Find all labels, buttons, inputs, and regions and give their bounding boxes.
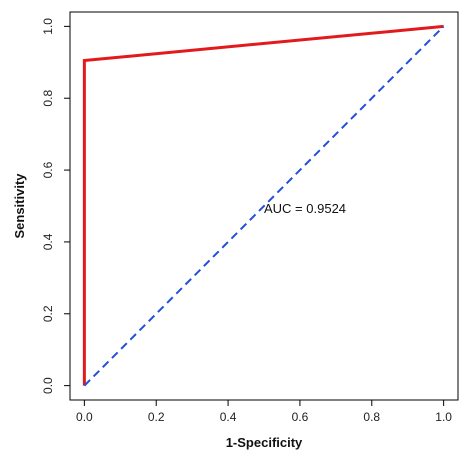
x-tick-label: 0.2 <box>148 410 165 424</box>
y-axis: 0.0 0.2 0.4 0.6 0.8 1.0 <box>41 18 71 394</box>
roc-curve-line <box>82 24 444 386</box>
y-tick-label: 1.0 <box>41 18 55 35</box>
x-tick-label: 0.6 <box>292 410 309 424</box>
y-axis-title: Sensitivity <box>12 173 27 239</box>
x-tick-label: 0.0 <box>76 410 93 424</box>
y-tick-label: 0.2 <box>41 305 55 322</box>
x-axis: 0.0 0.2 0.4 0.6 0.8 1.0 <box>76 399 452 424</box>
x-tick-label: 0.4 <box>220 410 237 424</box>
y-tick-label: 0.8 <box>41 90 55 107</box>
auc-annotation: AUC = 0.9524 <box>264 201 346 216</box>
y-tick-label: 0.6 <box>41 161 55 178</box>
y-tick-label: 0.0 <box>41 377 55 394</box>
reference-diagonal-line <box>83 25 445 387</box>
x-tick-label: 1.0 <box>435 410 452 424</box>
series-layer <box>82 24 445 387</box>
annotation-layer: AUC = 0.9524 <box>264 201 346 216</box>
x-axis-title: 1-Specificity <box>226 435 303 450</box>
y-tick-label: 0.4 <box>41 233 55 250</box>
x-tick-label: 0.8 <box>363 410 380 424</box>
